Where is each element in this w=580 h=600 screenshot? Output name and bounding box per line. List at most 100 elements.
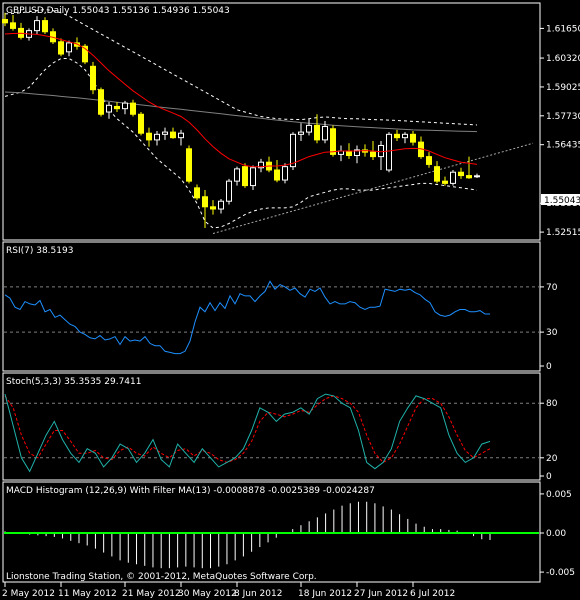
long-ma-line xyxy=(4,91,478,133)
candle-body xyxy=(322,126,328,141)
rsi-panel-title: RSI(7) 38.5193 xyxy=(6,246,73,256)
macd-panel-frame xyxy=(2,481,541,583)
stoch-panel-title: Stoch(5,3,3) 35.3535 29.7411 xyxy=(6,377,141,387)
lower-band-line xyxy=(4,58,478,229)
candle-body xyxy=(106,104,112,113)
candle-body xyxy=(178,132,184,139)
candle-body xyxy=(282,166,288,181)
candle-body xyxy=(410,133,416,143)
candle-body xyxy=(234,168,240,182)
candle-body xyxy=(226,180,232,202)
candle-body xyxy=(98,89,104,115)
candle-body xyxy=(74,42,80,47)
macd-tick-label: 0.00 xyxy=(546,529,566,539)
candle-body xyxy=(218,200,224,210)
candle-body xyxy=(10,22,16,29)
price-tick-label: 1.61650 xyxy=(546,24,580,34)
date-tick-label: 27 Jun 2012 xyxy=(354,589,408,599)
date-tick-label: 2 May 2012 xyxy=(2,589,55,599)
price-panel-frame xyxy=(2,2,541,241)
candle-body xyxy=(346,150,352,157)
current-price-label: 1.55043 xyxy=(544,196,580,206)
rsi-tick-label: 30 xyxy=(546,328,558,338)
candle-body xyxy=(2,18,8,24)
stoch-plot xyxy=(4,393,539,473)
price-plot xyxy=(2,8,534,235)
stoch-signal-line xyxy=(4,395,491,464)
candle-body xyxy=(114,105,120,110)
candle-body xyxy=(474,175,480,178)
candle-body xyxy=(258,161,264,169)
rsi-plot xyxy=(4,280,539,355)
macd-tick-label: -0.005 xyxy=(546,568,575,578)
upper-band-line xyxy=(4,8,478,126)
candle-body xyxy=(386,133,392,171)
macd-tick-label: 0.005 xyxy=(546,490,572,500)
candle-body xyxy=(434,166,440,182)
candle-body xyxy=(186,148,192,182)
candle-body xyxy=(194,187,200,199)
stoch-tick-label: 80 xyxy=(546,399,558,409)
candle-body xyxy=(90,65,96,91)
candle-body xyxy=(442,180,448,184)
candle-body xyxy=(154,133,160,141)
current-price-box xyxy=(541,194,580,205)
stoch-main-line xyxy=(4,393,491,473)
candle-body xyxy=(378,144,384,158)
candle-body xyxy=(242,166,248,187)
candle-body xyxy=(146,132,152,141)
candle-body xyxy=(298,131,304,135)
date-tick-label: 18 Jun 2012 xyxy=(298,589,352,599)
candle-body xyxy=(394,133,400,139)
candle-body xyxy=(330,128,336,155)
price-panel-title: GBPUSD,Daily 1.55043 1.55136 1.54936 1.5… xyxy=(6,6,230,16)
candle-body xyxy=(402,133,408,139)
price-tick-label: 1.57730 xyxy=(546,112,580,122)
candle-body xyxy=(210,206,216,210)
candle-body xyxy=(66,42,72,53)
candle-body xyxy=(82,45,88,63)
candle-body xyxy=(458,171,464,177)
candle-body xyxy=(162,131,168,135)
candle-body xyxy=(306,124,312,133)
stoch-panel-frame xyxy=(2,372,541,481)
date-tick-label: 21 May 2012 xyxy=(122,589,181,599)
candle-body xyxy=(290,133,296,168)
price-tick-label: 1.60320 xyxy=(546,54,580,64)
rsi-panel-frame xyxy=(2,241,541,372)
candle-body xyxy=(202,196,208,208)
candle-body xyxy=(466,175,472,179)
candle-body xyxy=(122,102,128,110)
rsi-tick-label: 0 xyxy=(546,362,552,372)
date-tick-label: 6 Jul 2012 xyxy=(410,589,455,599)
candle-body xyxy=(450,171,456,184)
candle-body xyxy=(170,131,176,139)
candle-body xyxy=(354,149,360,157)
rsi-tick-label: 70 xyxy=(546,283,558,293)
candle-body xyxy=(370,151,376,158)
candle-body xyxy=(58,41,64,55)
macd-histogram-plot xyxy=(4,501,539,569)
candle-body xyxy=(314,124,320,141)
copyright-text: Lionstone Trading Station, © 2001-2012, … xyxy=(6,572,317,582)
support-trendline xyxy=(212,142,534,235)
stoch-tick-label: 0 xyxy=(546,472,552,482)
axis-ticks: 1.616501.603201.590251.577301.564351.538… xyxy=(2,24,580,599)
candle-body xyxy=(138,113,144,134)
stoch-tick-label: 20 xyxy=(546,454,558,464)
price-tick-label: 1.52515 xyxy=(546,228,580,238)
macd-panel-title: MACD Histogram (12,26,9) With Filter MA(… xyxy=(6,486,375,496)
candle-body xyxy=(42,20,48,33)
rsi-line xyxy=(4,280,490,355)
candle-body xyxy=(130,102,136,115)
candle-body xyxy=(34,20,40,32)
price-tick-label: 1.59025 xyxy=(546,83,580,93)
candle-body xyxy=(250,167,256,187)
date-tick-label: 8 Jun 2012 xyxy=(234,589,282,599)
price-tick-label: 1.56435 xyxy=(546,141,580,151)
date-tick-label: 11 May 2012 xyxy=(58,589,117,599)
date-tick-label: 30 May 2012 xyxy=(178,589,237,599)
moving-average-line xyxy=(4,32,478,168)
candle-body xyxy=(426,156,432,165)
